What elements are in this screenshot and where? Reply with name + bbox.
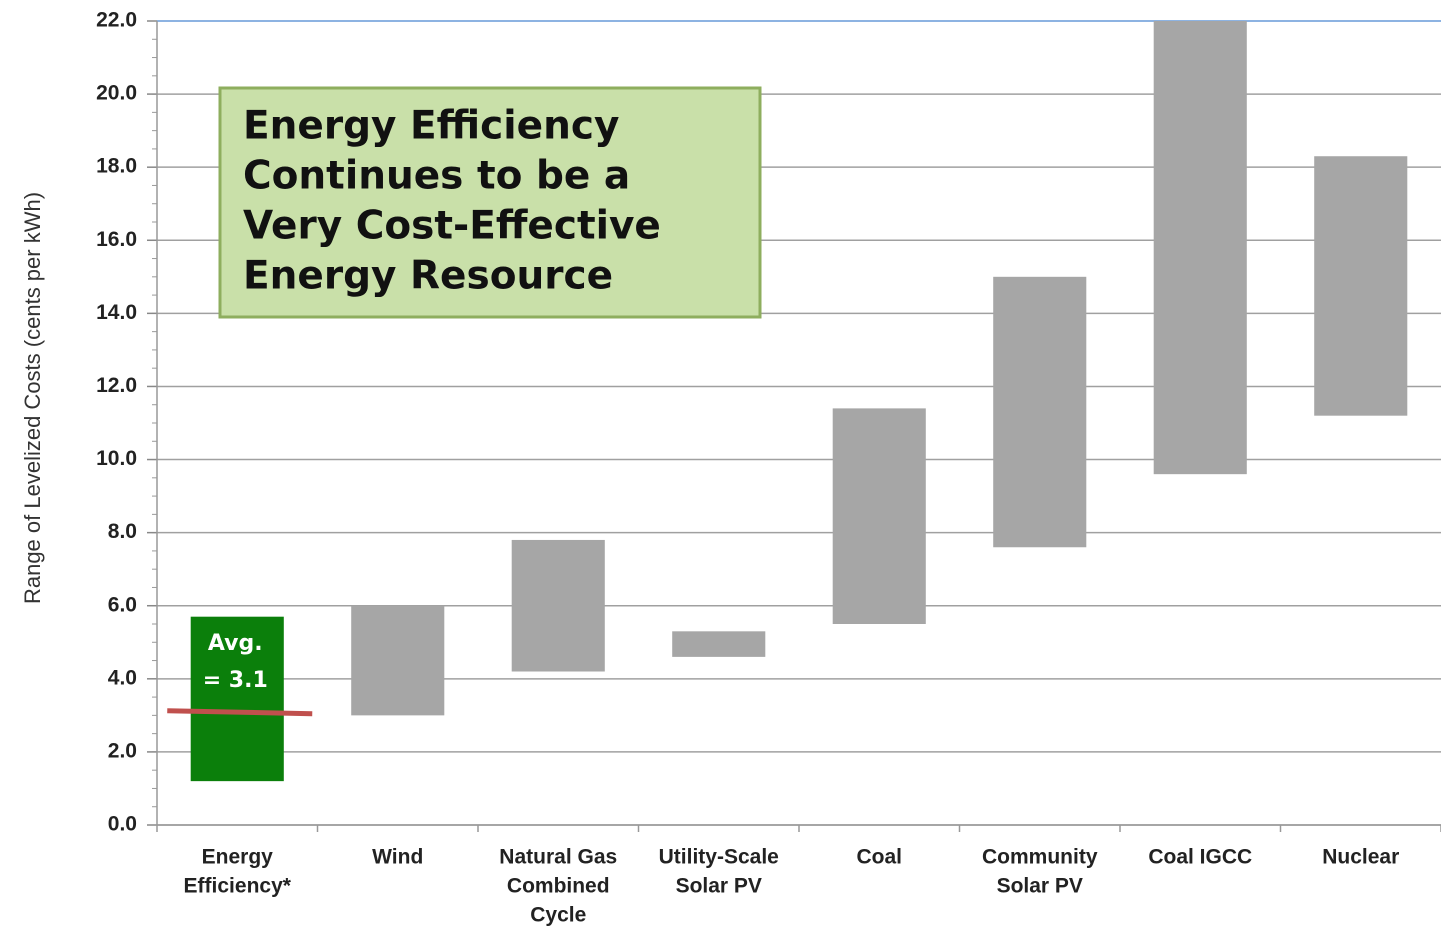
y-tick-label: 14.0 xyxy=(96,301,137,324)
y-tick-label: 18.0 xyxy=(96,155,137,178)
x-tick-label: Combined xyxy=(507,875,610,898)
y-tick-label: 0.0 xyxy=(108,813,137,836)
range-bar xyxy=(190,616,284,782)
x-tick-label: Solar PV xyxy=(676,875,762,898)
annotation-box xyxy=(218,86,762,319)
x-tick-label: Coal xyxy=(856,846,902,869)
range-bar xyxy=(1153,21,1247,475)
x-tick-label: Solar PV xyxy=(997,875,1083,898)
range-bar xyxy=(672,631,766,657)
y-tick-label: 6.0 xyxy=(108,593,137,616)
y-tick-label: 16.0 xyxy=(96,228,137,251)
range-bar xyxy=(511,539,605,672)
range-bar xyxy=(993,276,1087,548)
annotation-text: Energy Efficiency xyxy=(243,104,619,149)
annotation-text: Energy Resource xyxy=(243,254,613,299)
x-tick-label: Cycle xyxy=(530,904,586,927)
range-bar xyxy=(1314,156,1408,416)
annotation-text: Continues to be a xyxy=(243,154,630,199)
y-tick-label: 22.0 xyxy=(96,9,137,32)
x-tick-label: Efficiency* xyxy=(184,875,292,898)
y-tick-label: 12.0 xyxy=(96,374,137,397)
x-tick-label: Wind xyxy=(372,846,423,869)
x-tick-label: Nuclear xyxy=(1322,846,1399,869)
y-axis-label: Range of Levelized Costs (cents per kWh) xyxy=(20,192,45,604)
x-tick-label: Coal IGCC xyxy=(1148,846,1252,869)
range-bar xyxy=(351,605,445,716)
x-tick-label: Utility-Scale xyxy=(659,846,779,869)
y-tick-label: 2.0 xyxy=(108,739,137,762)
x-tick-label: Natural Gas xyxy=(499,846,617,869)
average-label: = 3.1 xyxy=(203,668,268,693)
y-tick-label: 4.0 xyxy=(108,666,137,689)
annotation-text: Very Cost-Effective xyxy=(243,204,661,249)
x-tick-label: Community xyxy=(982,846,1098,869)
y-tick-label: 20.0 xyxy=(96,82,137,105)
y-tick-label: 10.0 xyxy=(96,447,137,470)
range-bar xyxy=(832,408,926,624)
average-line xyxy=(167,708,313,717)
x-tick-label: Energy xyxy=(202,846,274,869)
average-label: Avg. xyxy=(208,631,263,656)
y-tick-label: 8.0 xyxy=(108,520,137,543)
